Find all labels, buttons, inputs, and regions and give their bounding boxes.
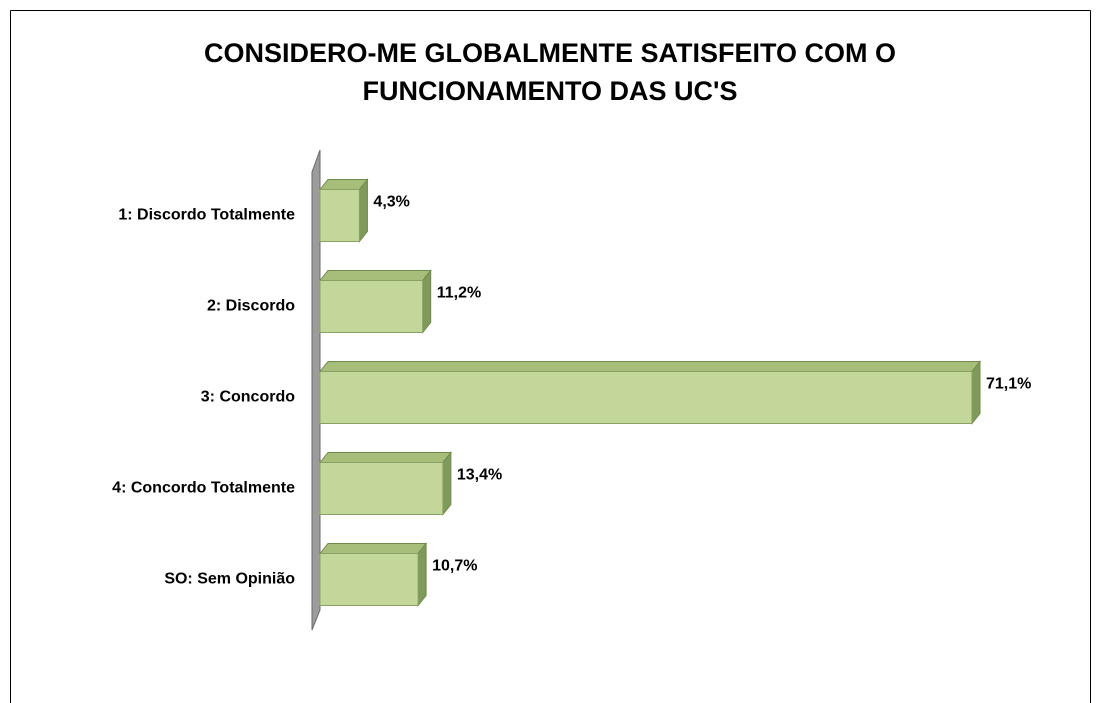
bar	[319, 280, 424, 333]
bar-top	[318, 452, 452, 463]
category-label: SO: Sem Opinião	[164, 571, 295, 588]
value-label: 71,1%	[986, 376, 1031, 393]
bar-top	[318, 361, 982, 372]
bar-top	[318, 543, 428, 554]
value-label: 11,2%	[437, 285, 481, 302]
bar-side	[417, 542, 427, 607]
value-label: 10,7%	[432, 558, 477, 575]
value-label: 4,3%	[373, 194, 409, 211]
category-label: 1: Discordo Totalmente	[118, 207, 295, 224]
bar-side	[358, 178, 368, 243]
value-label: 13,4%	[457, 467, 502, 484]
bar-side	[971, 360, 981, 425]
bar	[319, 553, 419, 606]
bar	[319, 371, 973, 424]
chart-title: CONSIDERO-ME GLOBALMENTE SATISFEITO COM …	[203, 38, 896, 106]
bar-side	[442, 451, 452, 516]
bar	[319, 189, 360, 242]
category-label: 4: Concordo Totalmente	[112, 480, 295, 497]
category-label: 3: Concordo	[201, 389, 295, 406]
bar	[319, 462, 444, 515]
bar-side	[422, 269, 432, 334]
bar-top	[318, 270, 432, 281]
category-label: 2: Discordo	[207, 298, 295, 315]
axis-wall	[311, 149, 321, 631]
